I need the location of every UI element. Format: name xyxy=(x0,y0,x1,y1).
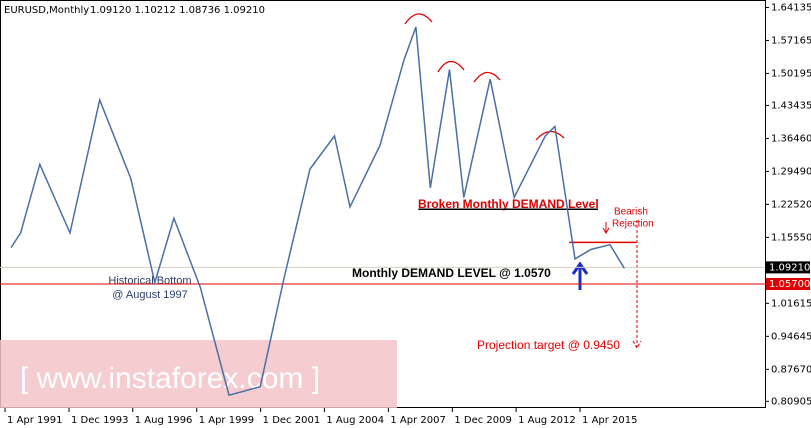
x-tick-label: 1 Aug 2012 xyxy=(518,415,576,426)
projection-arrow xyxy=(632,220,642,350)
x-tick-label: 1 Dec 1993 xyxy=(71,415,129,426)
annotation: Rejection xyxy=(612,219,654,230)
arrow xyxy=(571,261,589,290)
chart-title: EURUSD,Monthly xyxy=(4,5,89,16)
x-tick-label: 1 Dec 2009 xyxy=(454,415,512,426)
price-box xyxy=(766,278,810,291)
y-tick-label: 1.29490 xyxy=(771,166,811,177)
y-tick-label: 1.43435 xyxy=(771,100,811,111)
y-tick-label: 1.01615 xyxy=(771,298,811,309)
y-tick-label: 1.64135 xyxy=(771,2,811,13)
y-tick-label: 1.22520 xyxy=(771,199,811,210)
price-line xyxy=(10,26,626,397)
price-box xyxy=(766,261,810,274)
x-tick-label: 1 Apr 1999 xyxy=(199,415,254,426)
price-label: 1.09210 xyxy=(769,262,810,273)
x-tick-label: 1 Apr 2007 xyxy=(390,415,445,426)
x-tick-label: 1 Apr 2015 xyxy=(582,415,637,426)
annotation: Monthly DEMAND LEVEL @ 1.0570 xyxy=(352,266,551,280)
y-tick-label: 1.57165 xyxy=(771,35,811,46)
annotation: Bearish xyxy=(614,207,648,218)
head-arc xyxy=(404,13,565,141)
annotation: Historical Bottom xyxy=(108,275,191,287)
y-tick-label: 0.80905 xyxy=(771,396,811,407)
chart-subtitle: 1.09120 1.10212 1.08736 1.09210 xyxy=(90,5,265,16)
y-tick-label: 1.36460 xyxy=(771,133,811,144)
x-tick-label: 1 Dec 2001 xyxy=(263,415,321,426)
annotation: Projection target @ 0.9450 xyxy=(477,338,620,352)
y-tick-label: 0.94645 xyxy=(771,331,811,342)
watermark-band xyxy=(0,340,397,408)
arrow xyxy=(602,222,610,234)
y-tick-label: 0.87670 xyxy=(771,364,811,375)
watermark: [ www.instaforex.com ] xyxy=(20,362,320,395)
x-tick-label: 1 Aug 2004 xyxy=(326,415,384,426)
y-tick-label: 1.15550 xyxy=(771,232,811,243)
x-tick-label: 1 Apr 1991 xyxy=(7,415,62,426)
annotation: @ August 1997 xyxy=(112,289,187,301)
x-tick-label: 1 Aug 1996 xyxy=(135,415,193,426)
y-tick-label: 1.50195 xyxy=(771,68,811,79)
price-label: 1.05700 xyxy=(769,279,810,290)
annotation: Broken Monthly DEMAND Level xyxy=(418,197,599,211)
